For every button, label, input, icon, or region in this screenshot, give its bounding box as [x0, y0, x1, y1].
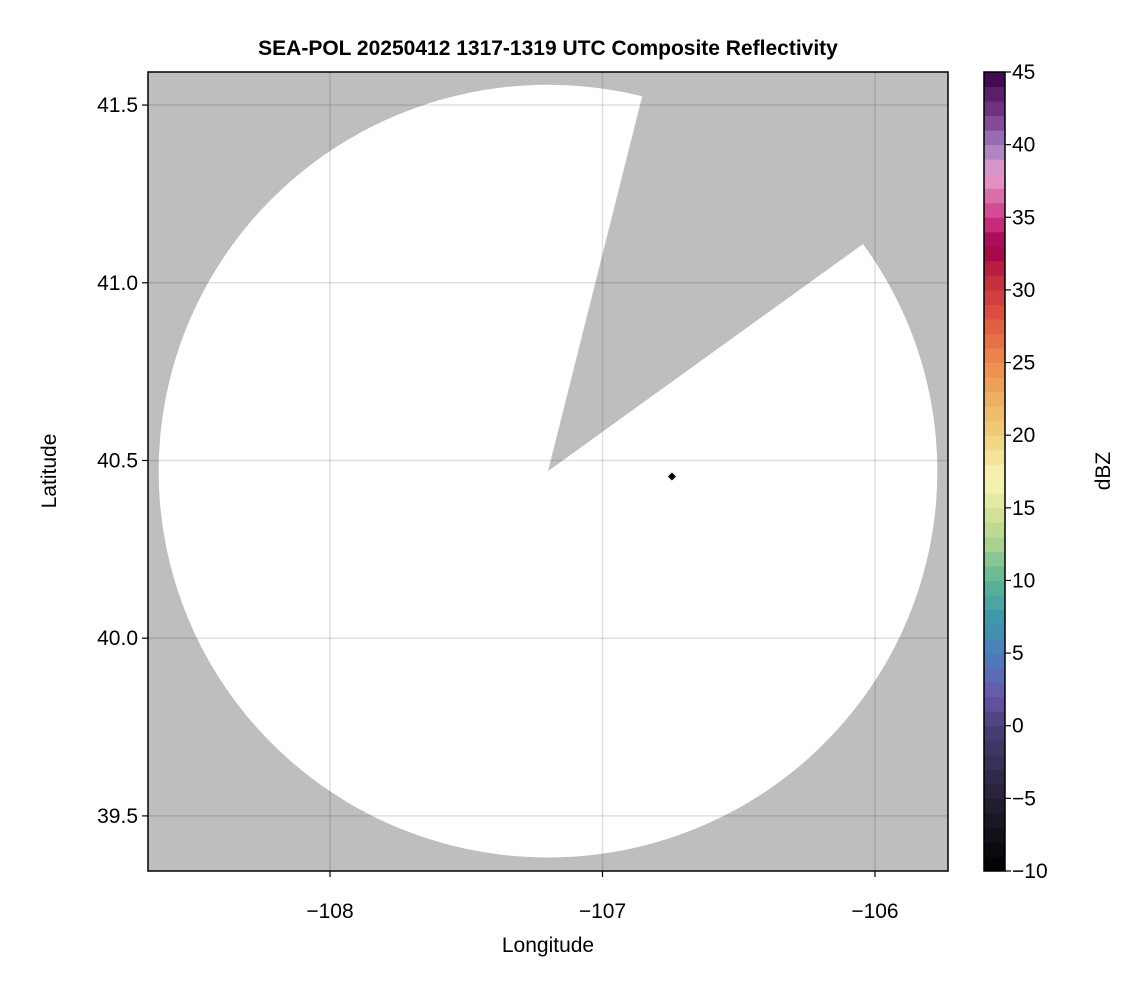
colorbar-bin [984, 86, 1005, 102]
colorbar-bin [984, 711, 1005, 727]
colorbar-bin [984, 594, 1005, 611]
colorbar-tick-label: 25 [1012, 352, 1035, 375]
colorbar-bin [984, 682, 1005, 698]
colorbar-tick-label: 35 [1012, 206, 1035, 229]
colorbar-bin [984, 478, 1005, 494]
colorbar-bin [984, 391, 1005, 407]
colorbar-bin [984, 217, 1005, 233]
colorbar-bin [984, 841, 1005, 857]
colorbar-bin [984, 740, 1005, 756]
colorbar-tick-label: 30 [1012, 279, 1035, 302]
colorbar-tick-label: −5 [1012, 787, 1036, 810]
colorbar-bin [984, 565, 1005, 581]
colorbar-tick-label: 40 [1012, 134, 1035, 157]
colorbar-bin [984, 202, 1005, 218]
colorbar-bin [984, 115, 1005, 131]
colorbar-bin [984, 231, 1005, 247]
x-tick-label: −106 [851, 900, 898, 923]
colorbar: −10 −5 0 5 10 15 20 25 30 35 40 45 [983, 61, 1048, 883]
colorbar-bin [984, 246, 1005, 262]
x-axis-label: Longitude [502, 934, 594, 957]
colorbar-bin [984, 856, 1005, 872]
plot-area [148, 72, 948, 871]
markers [667, 472, 676, 481]
colorbar-bin [984, 348, 1005, 364]
y-tick-label: 40.0 [97, 627, 138, 650]
colorbar-bin [984, 493, 1005, 509]
colorbar-bin [984, 653, 1005, 669]
colorbar-bin [984, 798, 1005, 814]
colorbar-tick-label: 45 [1012, 61, 1035, 84]
x-tick-label: −107 [579, 900, 626, 923]
colorbar-tick-label: 5 [1012, 642, 1024, 665]
colorbar-tick-label: 20 [1012, 424, 1035, 447]
colorbar-bin [984, 769, 1005, 785]
colorbar-bin [984, 609, 1005, 625]
chart-title: SEA-POL 20250412 1317-1319 UTC Composite… [258, 37, 838, 60]
colorbar-tick-label: 10 [1012, 569, 1035, 592]
colorbar-bin [984, 624, 1005, 640]
colorbar-bin [984, 362, 1005, 378]
y-tick-label: 41.0 [97, 272, 138, 295]
colorbar-bin [984, 551, 1005, 567]
x-tick-label: −108 [306, 900, 353, 923]
colorbar-bin [984, 144, 1005, 160]
colorbar-bin [984, 696, 1005, 712]
y-tick-label: 39.5 [97, 805, 138, 828]
colorbar-bin [984, 638, 1005, 654]
axes: −108 −107 −106 39.5 40.0 40.5 41.0 41.5 [97, 94, 899, 923]
colorbar-bin [984, 260, 1005, 276]
y-tick-label: 40.5 [97, 449, 138, 472]
colorbar-bin [984, 188, 1005, 204]
radar-coverage-area [158, 84, 938, 858]
colorbar-bin [984, 449, 1005, 465]
colorbar-bin [984, 536, 1005, 552]
colorbar-bin [984, 667, 1005, 683]
colorbar-bin [984, 318, 1005, 334]
radar-site-marker [667, 472, 676, 481]
colorbar-bin [984, 580, 1005, 596]
colorbar-bin [984, 725, 1005, 741]
colorbar-bin [984, 289, 1005, 305]
colorbar-bin [984, 783, 1005, 799]
colorbar-tick-label: 15 [1012, 497, 1035, 520]
colorbar-bin [984, 130, 1005, 146]
plot-frame [147, 71, 949, 872]
colorbar-bin [984, 812, 1005, 828]
colorbar-bin [984, 333, 1005, 349]
colorbar-bin [984, 827, 1005, 843]
colorbar-bin [984, 159, 1005, 175]
colorbar-label: dBZ [1092, 452, 1115, 491]
colorbar-bin [984, 754, 1005, 770]
colorbar-tick-label: −10 [1012, 860, 1048, 883]
grid-lines [148, 72, 948, 871]
colorbar-bin [984, 507, 1005, 523]
colorbar-bin [984, 304, 1005, 320]
colorbar-bin [984, 72, 1005, 88]
colorbar-bin [984, 377, 1005, 393]
colorbar-bin [984, 435, 1005, 451]
colorbar-bin [984, 275, 1005, 291]
colorbar-bin [984, 522, 1005, 538]
y-axis-label: Latitude [38, 434, 61, 509]
colorbar-bin [984, 464, 1005, 480]
colorbar-bin [984, 173, 1005, 189]
colorbar-bin [984, 406, 1005, 422]
colorbar-bin [984, 101, 1005, 117]
colorbar-bin [984, 420, 1005, 436]
y-tick-label: 41.5 [97, 94, 138, 117]
colorbar-frame [983, 71, 1006, 872]
colorbar-tick-label: 0 [1012, 715, 1024, 738]
